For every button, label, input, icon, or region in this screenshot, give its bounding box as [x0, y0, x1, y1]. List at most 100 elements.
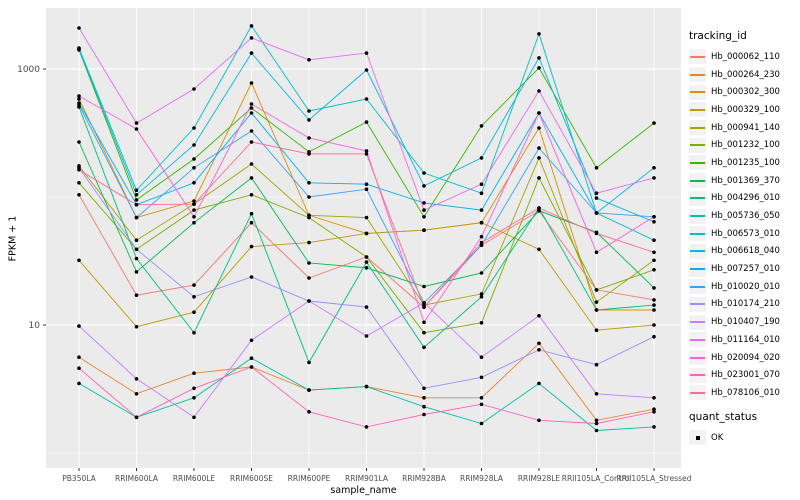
- legend-key: [689, 102, 706, 118]
- legend-item: Hb_001235_100: [689, 154, 799, 172]
- legend-item-label: Hb_000264_230: [711, 69, 780, 80]
- legend-key-line-icon: [690, 91, 705, 94]
- quant-status-label: OK: [711, 432, 724, 443]
- legend-key-line-icon: [690, 55, 705, 58]
- legend-item: Hb_006573_010: [689, 225, 799, 243]
- legend-item-label: Hb_000329_100: [711, 104, 780, 115]
- legend-item-label: Hb_007257_010: [711, 264, 780, 275]
- legend-key: [689, 350, 706, 366]
- legend-item-label: Hb_023001_070: [711, 370, 780, 381]
- legend-item-label: Hb_000302_300: [711, 87, 780, 98]
- legend-key-line-icon: [690, 108, 705, 111]
- legend-item: Hb_000264_230: [689, 66, 799, 84]
- legend-key: [689, 367, 706, 383]
- legend-item-label: Hb_000941_140: [711, 122, 780, 133]
- legend-item-label: Hb_010407_190: [711, 317, 780, 328]
- legend-item-label: Hb_011164_010: [711, 334, 780, 345]
- legend-key: [689, 261, 706, 277]
- legend-item: Hb_078106_010: [689, 384, 799, 402]
- legend: tracking_id Hb_000062_110 Hb_000264_230 Hb…: [689, 30, 799, 446]
- legend-item: Hb_020094_020: [689, 349, 799, 367]
- legend-key-line-icon: [690, 126, 705, 129]
- axes: 10 1000 PB350LA RRIM600LA RRIM600LE RRIM600SE…: [17, 65, 692, 483]
- legend-key: [689, 120, 706, 136]
- legend-items: Hb_000062_110 Hb_000264_230 Hb_000302_300 H…: [689, 48, 799, 402]
- plot-panel: [46, 8, 681, 468]
- point-icon: [695, 435, 700, 440]
- legend-key: [689, 279, 706, 295]
- x-tick-label: RRIM928LA: [460, 474, 504, 483]
- data-points: [77, 24, 656, 433]
- legend-key-line-icon: [690, 321, 705, 324]
- legend-item-label: Hb_006573_010: [711, 228, 780, 239]
- legend-title: tracking_id: [689, 30, 747, 42]
- legend-key: [689, 332, 706, 348]
- legend-key: [689, 84, 706, 100]
- legend-item-label: Hb_004296_010: [711, 193, 780, 204]
- x-tick-label: RRIM600PE: [288, 474, 331, 483]
- legend-key: [689, 137, 706, 153]
- legend-key: [689, 385, 706, 401]
- x-tick-label: RRIM901LA: [345, 474, 389, 483]
- legend-key: [689, 243, 706, 259]
- legend-key-line-icon: [690, 268, 705, 271]
- x-tick-label: RRIM928LE: [518, 474, 561, 483]
- quant-status-title: quant_status: [689, 410, 758, 423]
- legend-key-line-icon: [690, 285, 705, 288]
- legend-item: Hb_010407_190: [689, 313, 799, 331]
- legend-item: Hb_001369_370: [689, 172, 799, 190]
- legend-key-line-icon: [690, 179, 705, 182]
- quant-status-item: OK: [689, 429, 799, 447]
- legend-key: [689, 173, 706, 189]
- legend-key: [689, 190, 706, 206]
- legend-item-label: Hb_001232_100: [711, 140, 780, 151]
- legend-key-line-icon: [690, 215, 705, 218]
- legend-key-line-icon: [690, 73, 705, 76]
- legend-key: [689, 314, 706, 330]
- legend-item: Hb_000302_300: [689, 83, 799, 101]
- legend-key-line-icon: [690, 356, 705, 359]
- legend-item-label: Hb_001369_370: [711, 175, 780, 186]
- legend-item-label: Hb_005736_050: [711, 211, 780, 222]
- legend-item-label: Hb_078106_010: [711, 387, 780, 398]
- x-tick-label: RRII105LA_Stressed: [617, 474, 692, 483]
- y-tick-label: 1000: [17, 65, 40, 75]
- legend-key: [689, 67, 706, 83]
- legend-item-label: Hb_006618_040: [711, 246, 780, 257]
- legend-item: Hb_006618_040: [689, 243, 799, 261]
- legend-item: Hb_000941_140: [689, 119, 799, 137]
- legend-item-label: Hb_010020_010: [711, 281, 780, 292]
- x-tick-label: RRIM600SE: [230, 474, 273, 483]
- legend-key: [689, 208, 706, 224]
- quant-status-items: OK: [689, 429, 799, 447]
- legend-key: [689, 155, 706, 171]
- legend-key-line-icon: [690, 197, 705, 200]
- quant-status-key: [689, 430, 706, 446]
- legend-key-line-icon: [690, 391, 705, 394]
- legend-item-label: Hb_020094_020: [711, 352, 780, 363]
- legend-item: Hb_007257_010: [689, 260, 799, 278]
- legend-key-line-icon: [690, 338, 705, 341]
- y-tick-label: 10: [29, 321, 41, 331]
- x-tick-label: PB350LA: [62, 474, 96, 483]
- y-axis-title: FPKM + 1: [7, 215, 19, 262]
- x-axis-title: sample_name: [330, 485, 397, 496]
- legend-item-label: Hb_010174_210: [711, 299, 780, 310]
- x-tick-label: RRII105LA_Control: [562, 474, 632, 483]
- x-tick-label: RRIM600LE: [173, 474, 216, 483]
- legend-item: Hb_001232_100: [689, 136, 799, 154]
- legend-item: Hb_010020_010: [689, 278, 799, 296]
- legend-item-label: Hb_001235_100: [711, 157, 780, 168]
- legend-key: [689, 296, 706, 312]
- x-tick-label: RRIM928BA: [402, 474, 447, 483]
- legend-item: Hb_000329_100: [689, 101, 799, 119]
- legend-item: Hb_011164_010: [689, 331, 799, 349]
- legend-item-label: Hb_000062_110: [711, 51, 780, 62]
- legend-item: Hb_004296_010: [689, 190, 799, 208]
- legend-item: Hb_005736_050: [689, 207, 799, 225]
- legend-key: [689, 49, 706, 65]
- x-tick-label: RRIM600LA: [115, 474, 159, 483]
- legend-key-line-icon: [690, 303, 705, 306]
